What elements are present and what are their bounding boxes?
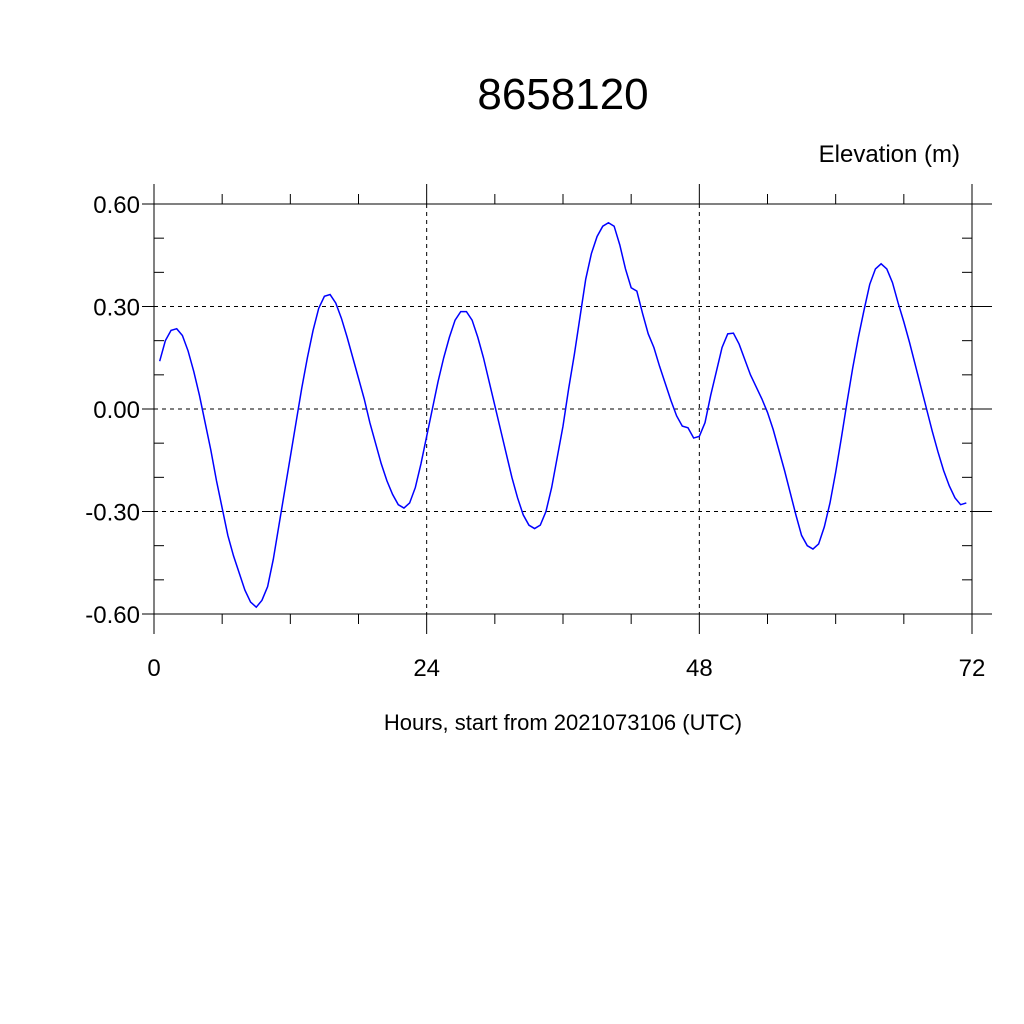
x-tick-label: 48 [686,655,713,682]
y-tick-label: -0.30 [85,500,140,527]
grid [153,203,973,615]
y-tick-label: 0.30 [93,295,140,322]
y-axis-label: Elevation (m) [819,141,960,168]
x-tick-label: 72 [959,655,986,682]
tick-labels: 0.60 0.30 0.00 -0.30 -0.60 0 24 48 72 [85,192,985,682]
y-tick-label: 0.00 [93,397,140,424]
x-tick-label: 0 [147,655,160,682]
y-tick-label: 0.60 [93,192,140,219]
x-tick-label: 24 [413,655,440,682]
elevation-series-line [158,221,967,609]
chart-title: 8658120 [477,70,648,119]
y-tick-label: -0.60 [85,602,140,629]
series-layer [158,221,967,609]
x-axis-label: Hours, start from 2021073106 (UTC) [384,710,742,735]
axes [142,184,992,634]
